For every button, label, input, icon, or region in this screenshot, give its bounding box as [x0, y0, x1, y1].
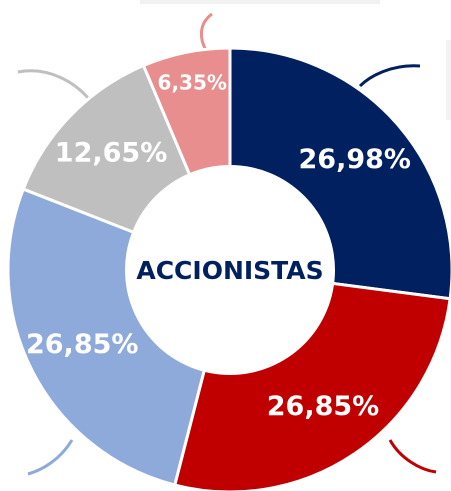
- donut-hole: [125, 165, 335, 375]
- leader-line: [27, 439, 74, 476]
- background-box: [446, 40, 451, 120]
- leader-line: [388, 439, 437, 474]
- value-label: 26,98%: [299, 144, 411, 175]
- value-label: 26,85%: [26, 329, 138, 360]
- value-label: 12,65%: [55, 138, 167, 169]
- value-label: 6,35%: [158, 70, 227, 94]
- value-label: 26,85%: [267, 391, 379, 422]
- leader-line: [358, 64, 421, 88]
- leader-line: [200, 12, 213, 51]
- leader-lines: [17, 12, 437, 476]
- leader-line: [17, 69, 90, 99]
- background-box: [140, 0, 380, 4]
- center-label: ACCIONISTAS: [136, 256, 323, 285]
